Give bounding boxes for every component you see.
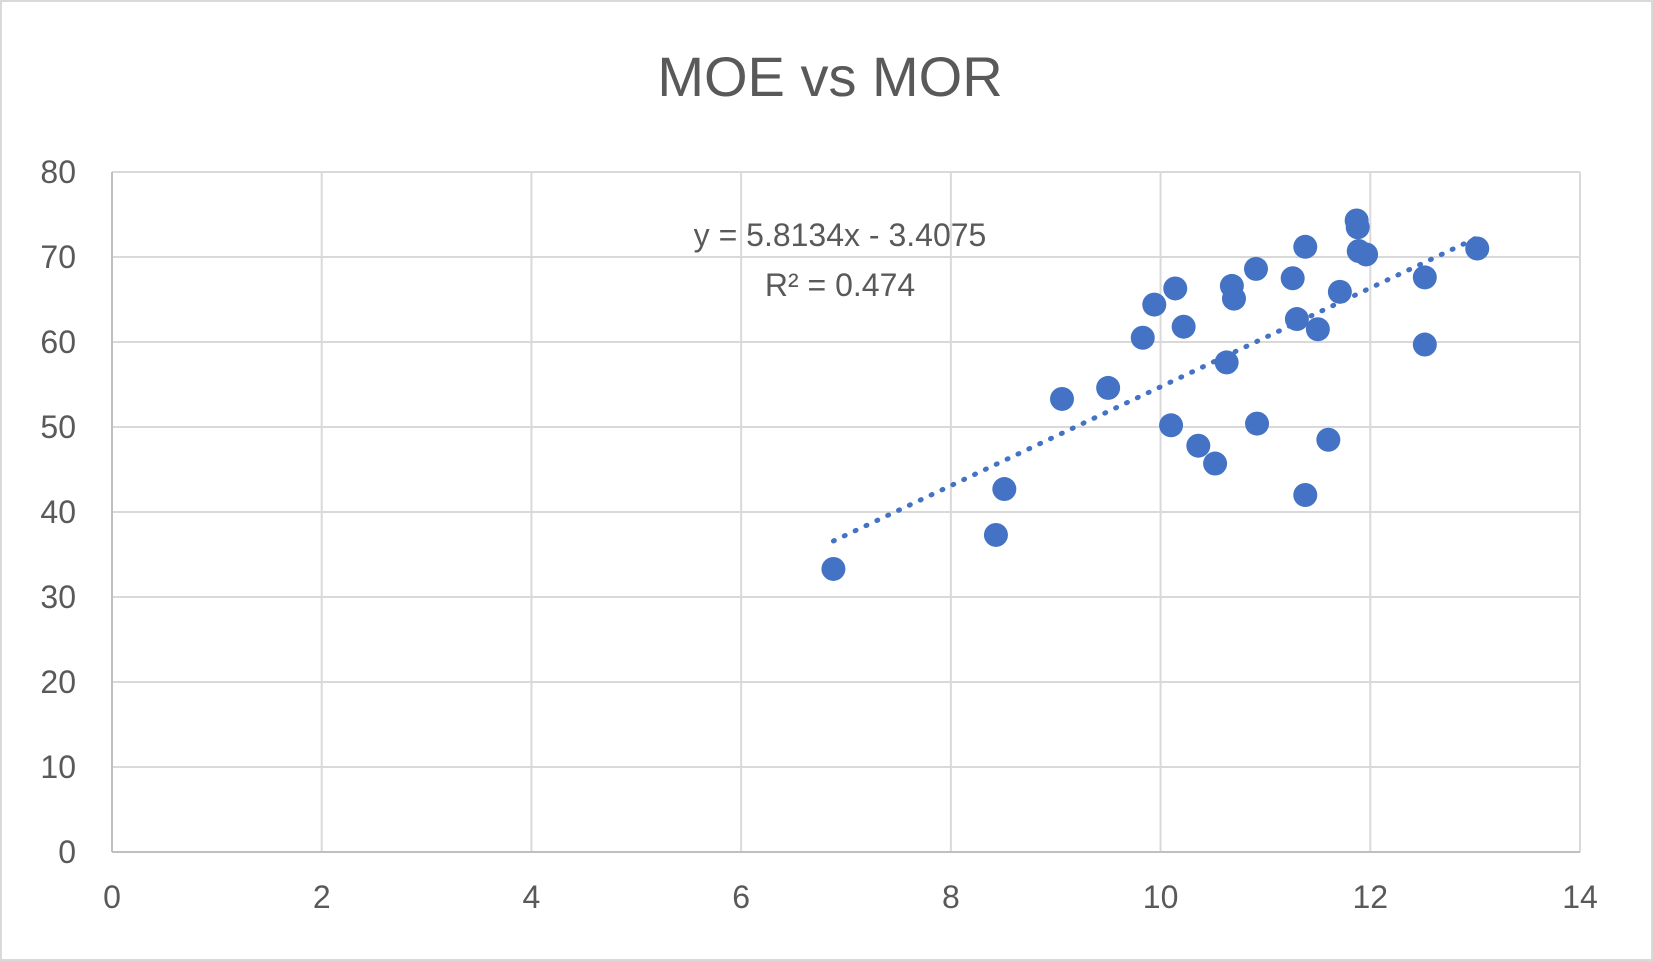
- x-tick-label: 12: [1352, 879, 1388, 915]
- data-point: [1203, 451, 1228, 476]
- x-tick-label: 8: [942, 879, 960, 915]
- data-point: [992, 477, 1017, 502]
- data-point: [1354, 242, 1379, 267]
- x-tick-label: 14: [1562, 879, 1598, 915]
- data-point: [1142, 292, 1167, 317]
- data-point: [1186, 433, 1211, 458]
- data-point: [1345, 215, 1370, 240]
- axes: 0 10 20 30 40 50 60 70 80 0 2 4 6 8 10 12 14: [40, 154, 1597, 915]
- data-point: [1327, 279, 1352, 304]
- data-point: [1293, 234, 1318, 259]
- data-point: [1412, 265, 1437, 290]
- data-point: [1305, 317, 1330, 342]
- data-point: [1050, 386, 1075, 411]
- data-point: [1284, 307, 1309, 332]
- x-tick-label: 0: [103, 879, 121, 915]
- x-tick-label: 4: [523, 879, 541, 915]
- data-point: [1316, 427, 1341, 452]
- data-point: [1412, 332, 1437, 357]
- trendline: [830, 235, 1480, 544]
- y-tick-label: 0: [58, 834, 76, 870]
- x-tick-label: 2: [313, 879, 331, 915]
- y-tick-label: 30: [40, 579, 76, 615]
- x-tick-label: 6: [732, 879, 750, 915]
- chart-title: MOE vs MOR: [657, 45, 1002, 108]
- data-point: [1214, 350, 1239, 375]
- y-tick-label: 40: [40, 494, 76, 530]
- data-point: [1163, 276, 1188, 301]
- data-point: [1293, 483, 1318, 507]
- data-point: [821, 556, 846, 581]
- y-tick-label: 20: [40, 664, 76, 700]
- data-point: [1096, 375, 1121, 400]
- data-point: [983, 522, 1008, 547]
- y-tick-label: 70: [40, 239, 76, 275]
- trendline-label: y = 5.8134x - 3.4075 R² = 0.474: [694, 217, 987, 303]
- data-point: [1280, 266, 1305, 291]
- data-point: [1130, 325, 1155, 350]
- trendline-equation: y = 5.8134x - 3.4075: [694, 217, 987, 253]
- y-tick-label: 10: [40, 749, 76, 785]
- y-tick-label: 50: [40, 409, 76, 445]
- y-tick-label: 80: [40, 154, 76, 190]
- data-point: [1159, 413, 1184, 438]
- y-tick-label: 60: [40, 324, 76, 360]
- x-tick-label: 10: [1143, 879, 1179, 915]
- data-point: [1245, 411, 1270, 436]
- data-point: [1171, 314, 1196, 339]
- data-point: [1243, 256, 1268, 281]
- trendline-r-squared: R² = 0.474: [765, 267, 915, 303]
- trendline-group: [830, 235, 1480, 544]
- data-point: [1221, 286, 1246, 311]
- data-points: [821, 208, 1490, 581]
- gridlines: [112, 171, 1581, 852]
- data-point: [1465, 236, 1490, 261]
